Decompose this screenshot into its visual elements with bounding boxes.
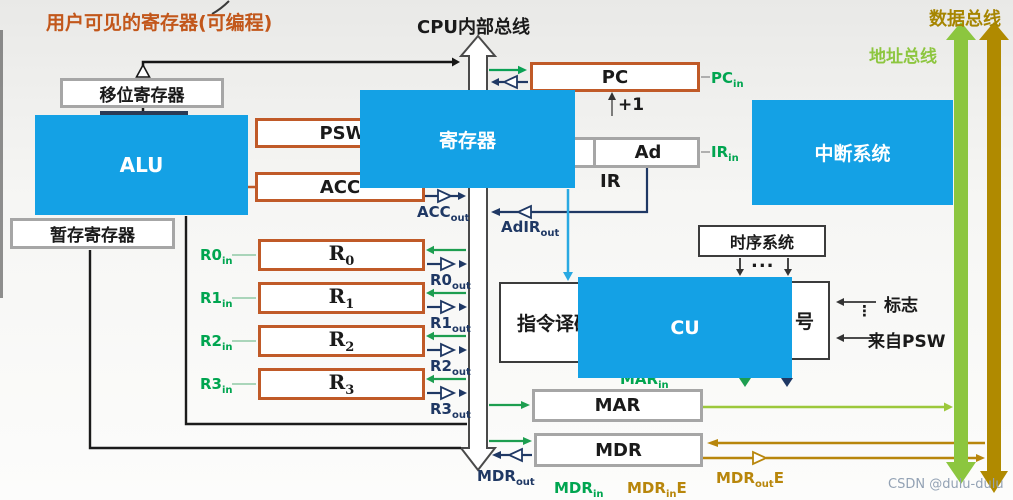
- title-user-visible-registers: 用户可见的寄存器(可编程): [46, 12, 273, 34]
- adir-out-arrow: [491, 168, 649, 220]
- port-label-r1out: R1out: [430, 314, 471, 335]
- timing-system-label: 时序系统: [729, 233, 794, 252]
- port-label-r2in: R2in: [200, 332, 233, 353]
- opcode-to-decoder-arrow: [563, 189, 573, 281]
- temp-register-label: 暂存寄存器: [50, 226, 135, 246]
- mdr-register-box: MDR: [534, 433, 703, 467]
- from-psw-label: 来自PSW: [868, 332, 946, 352]
- port-label-irin: IRin: [711, 143, 739, 164]
- flags-label: 标志: [884, 296, 918, 316]
- pc-out-arrow: [491, 74, 528, 90]
- register-file-label: 寄存器: [438, 129, 496, 152]
- cu-overlay-box: CU: [578, 277, 792, 378]
- cu-down-arrow-navy: [781, 378, 793, 387]
- temp-register-path: [88, 250, 461, 450]
- port-label-mdrin: MDRin: [554, 479, 604, 500]
- arrowhead-into-bus: [452, 57, 460, 67]
- signal-box-label-fragment: 号: [794, 311, 814, 333]
- port-label-r0out: R0out: [430, 271, 471, 292]
- port-label-pcin: PCin: [711, 69, 744, 90]
- ir-label: IR: [600, 171, 621, 192]
- address-bus-bar: [946, 22, 976, 484]
- mdr-out-e-arrow: [703, 450, 985, 466]
- mdr-label: MDR: [595, 439, 642, 461]
- register-r0-label: R0: [328, 241, 355, 269]
- r2-arrows: [232, 331, 467, 358]
- alu-overlay-box: ALU: [35, 115, 248, 215]
- annotation-stroke: [211, 0, 230, 15]
- alu-top-connector-bar: [100, 111, 188, 118]
- register-r0-box: R0: [258, 239, 425, 271]
- register-file-overlay-box: 寄存器: [360, 90, 575, 188]
- flags-arrows: [836, 298, 876, 342]
- port-label-r0in: R0in: [200, 246, 233, 267]
- ir-field-divider: [593, 140, 596, 165]
- r3-arrows: [232, 374, 467, 401]
- interrupt-system-overlay-box: 中断系统: [752, 100, 953, 205]
- port-label-adirout: AdIRout: [501, 218, 560, 239]
- mar-in-arrow: [489, 401, 530, 409]
- acc-label: ACC: [319, 176, 361, 198]
- pc-label: PC: [601, 66, 629, 88]
- pc-in-arrow: [489, 65, 527, 75]
- watermark: CSDN @dulu-dulu: [888, 477, 1004, 492]
- shift-register-box: 移位寄存器: [60, 78, 224, 108]
- data-bus-label: 数据总线: [929, 9, 1001, 30]
- port-label-accout: ACCout: [417, 203, 470, 224]
- alu-label: ALU: [119, 153, 164, 177]
- mar-register-box: MAR: [532, 389, 703, 422]
- shift-register-label: 移位寄存器: [99, 85, 185, 106]
- register-r1-label: R1: [328, 284, 355, 312]
- interrupt-system-label: 中断系统: [814, 143, 891, 165]
- cu-down-arrow-green: [739, 378, 751, 387]
- data-bus-bar: [979, 22, 1009, 493]
- mar-to-address-bus: [703, 402, 953, 412]
- register-r1-box: R1: [258, 282, 425, 314]
- port-label-r3out: R3out: [430, 400, 471, 421]
- pc-register-box: PC: [530, 62, 700, 92]
- port-label-mdroute: MDRoutE: [716, 469, 784, 490]
- plus-one-label: +1: [618, 95, 645, 115]
- psw-label: PSW: [319, 122, 366, 144]
- mar-label: MAR: [594, 395, 641, 416]
- address-bus-label: 地址总线: [869, 47, 937, 67]
- cpu-internal-bus-label: CPU内部总线: [417, 17, 531, 38]
- port-label-mdrout: MDRout: [477, 467, 535, 488]
- timing-dots: ...: [751, 251, 775, 272]
- mdr-in-arrow: [489, 437, 532, 445]
- port-label-mdrine: MDRinE: [627, 479, 687, 500]
- port-label-r1in: R1in: [200, 289, 233, 310]
- r1-arrows: [232, 288, 467, 315]
- temp-register-box: 暂存寄存器: [10, 218, 175, 249]
- port-label-r2out: R2out: [430, 357, 471, 378]
- acc-out-arrow: [425, 188, 466, 204]
- register-r3-box: R3: [258, 368, 425, 400]
- mdr-out-arrow: [492, 447, 532, 463]
- plus-one-arrow: [608, 92, 616, 116]
- port-label-r3in: R3in: [200, 375, 233, 396]
- timing-system-box: 时序系统: [698, 225, 826, 257]
- screen-edge-artifact: [0, 30, 3, 298]
- vertical-dots: ⋮: [857, 302, 872, 320]
- register-block-enclosure: [184, 216, 467, 426]
- r0-arrows: [232, 245, 467, 272]
- ir-address-field-label: Ad: [634, 142, 662, 163]
- cu-label: CU: [670, 316, 700, 339]
- register-r2-label: R2: [328, 327, 355, 355]
- tri-state-up-shift-register: [135, 63, 151, 78]
- register-r3-label: R3: [328, 370, 355, 398]
- data-bus-to-mdr-arrow: [707, 439, 985, 447]
- timing-to-cu-arrows: [736, 258, 792, 276]
- register-r2-box: R2: [258, 325, 425, 357]
